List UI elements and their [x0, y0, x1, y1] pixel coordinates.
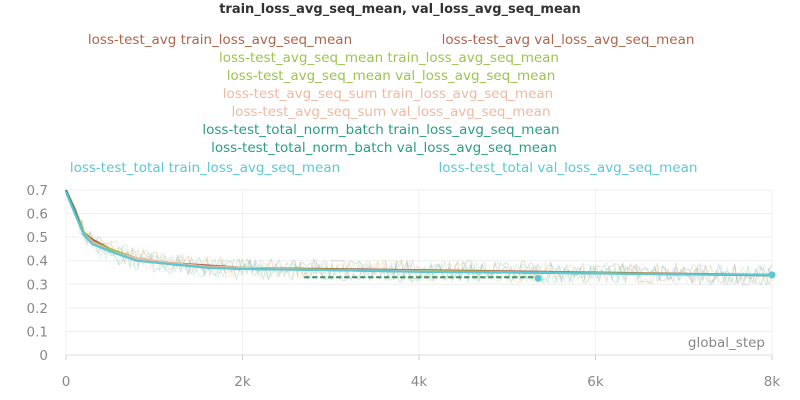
val-point-marker: [534, 274, 542, 282]
y-tick-label: 0.1: [27, 324, 48, 340]
series-lines: [65, 189, 776, 282]
legend-entry: loss-test_avg train_loss_avg_seq_mean: [88, 32, 352, 48]
legend-entry: loss-test_total train_loss_avg_seq_mean: [70, 160, 340, 176]
y-tick-label: 0.6: [27, 207, 48, 223]
legend-entry: loss-test_total_norm_batch val_loss_avg_…: [211, 140, 557, 156]
legend-entry: loss-test_avg_seq_sum val_loss_avg_seq_m…: [231, 104, 550, 120]
y-tick-label: 0.7: [27, 183, 48, 199]
legend-entry: loss-test_avg_seq_mean train_loss_avg_se…: [219, 50, 559, 66]
y-tick-label: 0.4: [27, 254, 48, 270]
legend-entry: loss-test_avg_seq_sum train_loss_avg_seq…: [223, 86, 553, 102]
val-point-marker: [768, 271, 776, 279]
x-tick-label: 6k: [587, 374, 604, 390]
raw-trace: [78, 220, 773, 288]
series-line-train: [65, 192, 773, 276]
x-tick-label: 0: [62, 374, 71, 390]
x-tick-label: 2k: [234, 374, 251, 390]
y-tick-label: 0.2: [27, 301, 48, 317]
legend-entry: loss-test_total_norm_batch train_loss_av…: [202, 122, 559, 138]
legend-entry: loss-test_avg val_loss_avg_seq_mean: [442, 32, 695, 48]
x-axis-label: global_step: [688, 335, 765, 351]
legend-entry: loss-test_total val_loss_avg_seq_mean: [439, 160, 698, 176]
x-tick-label: 8k: [764, 374, 781, 390]
y-tick-label: 0: [39, 348, 48, 364]
axes: 0 0.1 0.2 0.3 0.4 0.5 0.6 0.7 0 2k 4k 6k 8k: [27, 183, 781, 390]
y-tick-label: 0.5: [27, 230, 48, 246]
x-tick-label: 4k: [411, 374, 428, 390]
chart-title: train_loss_avg_seq_mean, val_loss_avg_se…: [219, 2, 581, 17]
legend-entry: loss-test_avg_seq_mean val_loss_avg_seq_…: [227, 68, 556, 84]
y-tick-label: 0.3: [27, 277, 48, 293]
